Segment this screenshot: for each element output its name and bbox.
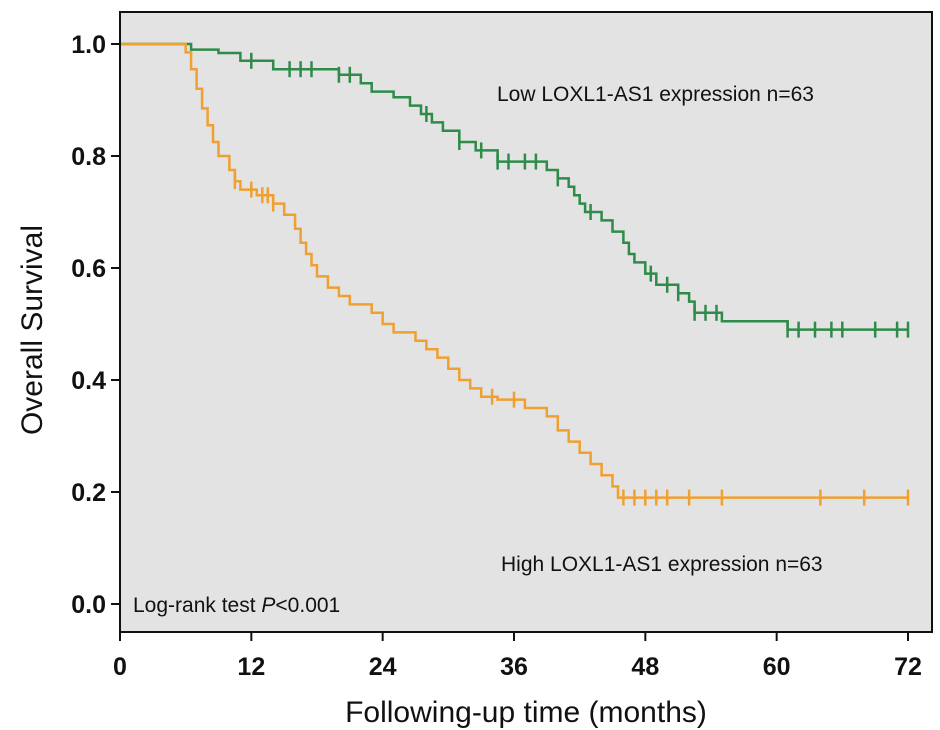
log-rank-annotation: Log-rank test P<0.001	[133, 594, 340, 617]
x-tick-label: 60	[763, 653, 791, 681]
log-rank-value: <0.001	[275, 594, 340, 617]
axis-layer: 0 12 24 36 48 60 72 0.0 0.2 0.4 0.6 0.8 1.0	[71, 11, 933, 681]
series-line-high	[120, 42, 908, 499]
low-expression-label: Low LOXL1-AS1 expression n=63	[497, 83, 814, 106]
log-rank-prefix: Log-rank test	[133, 594, 261, 617]
y-tick-label: 0.6	[71, 255, 106, 283]
y-tick-label: 1.0	[71, 31, 106, 59]
series-layer	[120, 42, 910, 506]
y-tick-label: 0.8	[71, 143, 106, 171]
y-axis-title: Overall Survival	[16, 225, 49, 435]
x-tick-label: 12	[237, 653, 265, 681]
high-expression-label: High LOXL1-AS1 expression n=63	[501, 553, 823, 576]
y-tick-label: 0.0	[71, 591, 106, 619]
plot-background	[120, 12, 932, 632]
y-tick-label: 0.2	[71, 479, 106, 507]
plot-frame	[119, 11, 933, 633]
log-rank-p: P	[261, 594, 275, 617]
x-tick-label: 24	[369, 653, 397, 681]
x-tick-label: 36	[500, 653, 528, 681]
y-tick-label: 0.4	[71, 367, 106, 395]
x-axis-title: Following-up time (months)	[345, 696, 707, 729]
x-tick-label: 0	[113, 653, 127, 681]
x-tick-label: 48	[631, 653, 659, 681]
x-tick-label: 72	[894, 653, 922, 681]
